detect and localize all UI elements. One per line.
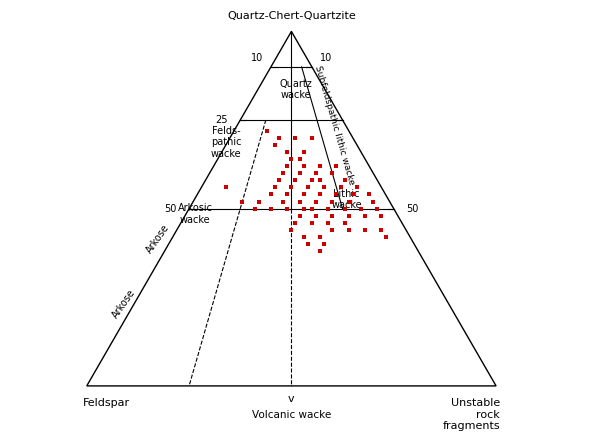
Text: Arkose: Arkose [110,288,137,320]
Text: 25: 25 [216,115,228,125]
Text: v: v [288,394,295,404]
Text: 50: 50 [406,204,418,213]
Text: Lithic
wacke: Lithic wacke [332,189,362,210]
Text: Felds-
pathic
wacke: Felds- pathic wacke [210,126,241,159]
Text: Arkose: Arkose [145,222,172,255]
Text: Subfeldspathic lithic wacke: Subfeldspathic lithic wacke [313,65,356,186]
Text: 50: 50 [164,204,177,213]
Text: Volcanic wacke: Volcanic wacke [252,411,331,420]
Text: Feldspar: Feldspar [83,398,130,408]
Text: Quartz-Chert-Quartzite: Quartz-Chert-Quartzite [227,11,356,21]
Text: Arkosic
wacke: Arkosic wacke [178,203,213,225]
Text: 10: 10 [320,53,332,63]
Text: Unstable
rock
fragments: Unstable rock fragments [443,398,500,431]
Text: 10: 10 [251,53,263,63]
Text: Quartz
wacke: Quartz wacke [279,79,312,100]
